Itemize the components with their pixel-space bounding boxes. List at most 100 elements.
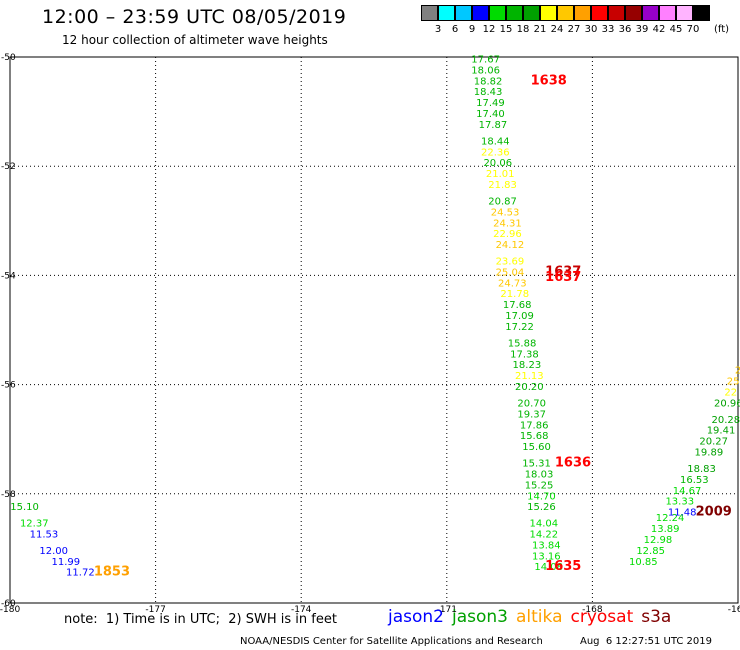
color-swatch	[574, 5, 591, 21]
time-annotation: 1853	[94, 565, 130, 580]
color-swatch	[489, 5, 506, 21]
data-label: 15.60	[522, 442, 551, 453]
color-swatch	[421, 5, 438, 21]
color-swatch	[693, 5, 710, 21]
data-label: 21.78	[500, 289, 529, 300]
x-tick-label: -174	[291, 605, 312, 615]
color-swatch	[506, 5, 523, 21]
color-swatch	[455, 5, 472, 21]
color-swatch	[625, 5, 642, 21]
data-label: 24.12	[496, 240, 525, 251]
data-label: 18.82	[474, 76, 503, 87]
color-scale-label: 15	[499, 24, 513, 35]
color-scale-label: 12	[482, 24, 496, 35]
time-annotation: 1635	[545, 559, 581, 574]
color-scale-label: 27	[567, 24, 581, 35]
color-swatch	[608, 5, 625, 21]
data-label: 15.25	[525, 480, 554, 491]
data-label: 23.69	[496, 256, 525, 267]
data-label: 18.43	[474, 87, 503, 98]
data-label: 22.96	[493, 229, 522, 240]
data-label: 21.13	[515, 371, 544, 382]
data-label: 17.09	[505, 311, 534, 322]
color-scale-label: 21	[533, 24, 547, 35]
data-label: 14.08	[534, 562, 563, 573]
time-annotation: 1636	[555, 456, 591, 471]
color-scale-label: 9	[468, 24, 476, 35]
data-label: 13.33	[665, 497, 694, 508]
color-swatch	[523, 5, 540, 21]
data-label: 11.48	[668, 508, 697, 519]
data-label: 18.03	[525, 469, 554, 480]
color-swatch	[676, 5, 693, 21]
data-label: 20.20	[515, 382, 544, 393]
color-scale-unit: (ft)	[714, 24, 730, 35]
data-label: 15.31	[522, 459, 551, 470]
chart-subtitle: 12 hour collection of altimeter wave hei…	[62, 33, 328, 47]
x-tick-label: -180	[0, 605, 20, 615]
data-label: 12.24	[656, 513, 685, 524]
data-label: 10.85	[629, 557, 658, 568]
plot-frame	[9, 56, 739, 604]
color-scale-label: 36	[618, 24, 632, 35]
footer-note: note: 1) Time is in UTC; 2) SWH is in fe…	[64, 612, 337, 627]
color-swatch	[659, 5, 676, 21]
color-scale-label: 24	[550, 24, 564, 35]
data-label: 18.83	[687, 464, 716, 475]
color-scale-label: 45	[669, 24, 683, 35]
data-label: 12.98	[644, 535, 673, 546]
data-label: 19.37	[517, 409, 546, 420]
data-label: 12.00	[39, 546, 68, 557]
data-label: 25	[727, 377, 740, 388]
color-swatch	[472, 5, 489, 21]
color-scale-label: 18	[516, 24, 530, 35]
data-label: 19.41	[707, 426, 736, 437]
data-label: 20.28	[712, 415, 740, 426]
data-label: 22.36	[481, 147, 510, 158]
data-label: 17.22	[505, 322, 534, 333]
data-label: 15.10	[10, 502, 39, 513]
y-tick-label: -52	[1, 162, 16, 172]
time-annotation: 1638	[531, 73, 567, 88]
data-label: 25.04	[496, 267, 525, 278]
data-label: 15.88	[508, 338, 537, 349]
data-label: 20.27	[699, 437, 728, 448]
data-label: 18.23	[513, 360, 542, 371]
color-swatch	[557, 5, 574, 21]
time-annotation: 1637	[545, 270, 581, 285]
data-label: 18.44	[481, 136, 510, 147]
color-scale-label: 6	[451, 24, 459, 35]
y-tick-label: -60	[1, 599, 16, 609]
color-swatch	[438, 5, 455, 21]
color-scale-label: 70	[686, 24, 700, 35]
legend-entry-cryosat: cryosat	[570, 607, 634, 627]
data-label: 13.84	[532, 540, 561, 551]
legend-entry-altika: altika	[516, 607, 563, 627]
data-label: 17.87	[479, 120, 508, 131]
data-label: 18.06	[471, 65, 500, 76]
x-tick-label: -171	[437, 605, 457, 615]
time-annotation: 1637	[545, 264, 581, 279]
data-label: 24.31	[493, 218, 522, 229]
color-swatch	[540, 5, 557, 21]
data-label: 11.53	[30, 529, 59, 540]
color-swatch	[642, 5, 659, 21]
data-label: 12.85	[636, 546, 665, 557]
data-label: 13.16	[532, 551, 561, 562]
data-label: 21.83	[488, 180, 517, 191]
data-label: 14.22	[530, 529, 559, 540]
y-tick-label: -50	[1, 53, 16, 63]
data-label: 24.73	[498, 278, 527, 289]
data-label: 12.37	[20, 519, 49, 530]
data-label: 16.53	[680, 475, 709, 486]
legend-entry-jason3: jason3	[452, 607, 508, 627]
color-scale-label: 3	[434, 24, 442, 35]
data-label: 14.70	[527, 491, 556, 502]
credit-line: NOAA/NESDIS Center for Satellite Applica…	[240, 636, 543, 647]
data-label: 17.68	[503, 300, 532, 311]
data-label: 20.70	[517, 398, 546, 409]
y-tick-label: -56	[1, 381, 16, 391]
data-label: 14.67	[673, 486, 702, 497]
legend-entry-s3a: s3a	[641, 607, 672, 627]
